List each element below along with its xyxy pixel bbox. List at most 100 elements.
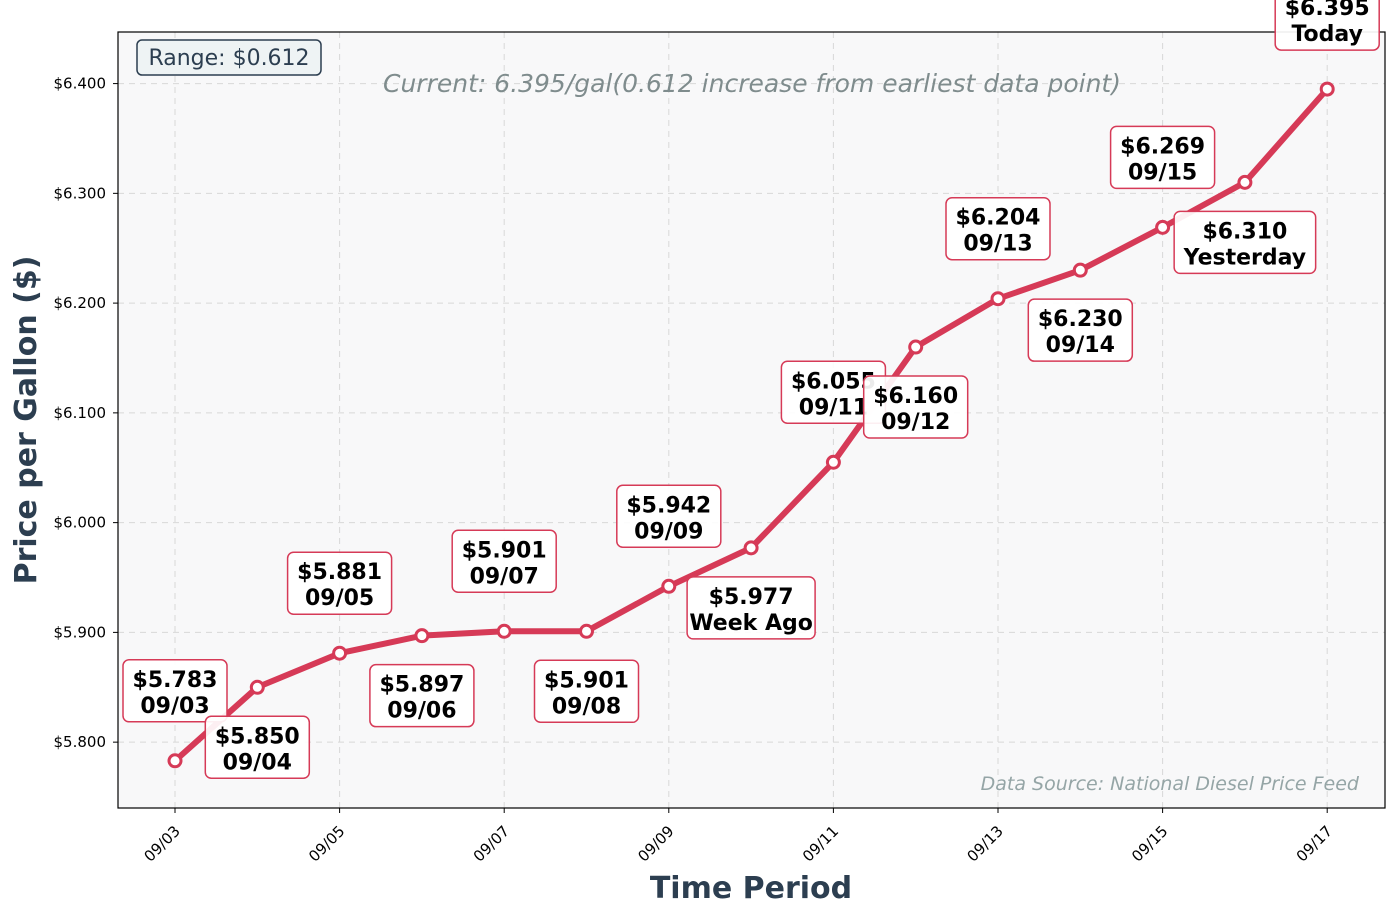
y-axis-title: Price per Gallon ($) <box>9 256 44 585</box>
annotation-price: $6.055 <box>791 369 876 394</box>
range-label: Range: $0.612 <box>148 46 309 71</box>
x-tick-label: 09/05 <box>305 822 348 865</box>
annotation-date: 09/06 <box>387 699 456 724</box>
x-tick-label: 09/09 <box>634 822 677 865</box>
x-tick-label: 09/11 <box>799 822 842 865</box>
data-point <box>1319 81 1335 97</box>
annotation-box <box>286 551 393 615</box>
chart-subtitle: Current: 6.395/gal(0.612 increase from e… <box>383 69 1121 98</box>
data-point <box>661 578 677 594</box>
x-tick-label: 09/15 <box>1128 822 1171 865</box>
annotation-price: $6.310 <box>1202 219 1287 244</box>
data-point <box>1237 174 1253 190</box>
annotation-price: $5.897 <box>379 673 464 698</box>
annotation-box <box>204 715 311 780</box>
annotation-date: 09/15 <box>1128 160 1197 185</box>
annotation-price: $5.942 <box>626 493 711 518</box>
y-tick-label: $5.800 <box>54 733 107 751</box>
annotation-box <box>945 196 1051 261</box>
y-tick-label: $6.400 <box>54 75 107 93</box>
y-tick-label: $6.200 <box>54 294 107 312</box>
annotation-price: $5.850 <box>215 724 300 749</box>
annotation-price: $5.783 <box>133 668 218 693</box>
annotation-price: $6.395 <box>1285 0 1370 21</box>
data-point <box>1072 262 1088 278</box>
annotation-date: Week Ago <box>689 611 813 636</box>
annotation-price: $6.160 <box>873 384 958 409</box>
data-point <box>579 623 594 639</box>
annotation-box <box>862 375 969 439</box>
x-axis-title: Time Period <box>650 871 852 906</box>
annotation-box <box>1173 210 1317 275</box>
range-badge-box <box>136 39 322 76</box>
data-point <box>1155 219 1171 235</box>
annotation-price: $6.269 <box>1120 134 1205 159</box>
annotation-date: 09/09 <box>634 519 703 544</box>
annotation-box <box>686 576 816 640</box>
plot-frame <box>117 31 1386 809</box>
annotation-date: 09/03 <box>140 694 209 719</box>
annotation-price: $5.977 <box>709 585 794 610</box>
annotation-date: 09/08 <box>552 694 621 719</box>
data-point <box>496 623 512 639</box>
annotation-box <box>122 659 228 723</box>
x-tick-label: 09/13 <box>964 822 1007 865</box>
annotation-price: $5.901 <box>544 668 629 693</box>
data-source: Data Source: National Diesel Price Feed <box>981 773 1360 795</box>
y-axis: $5.800 $5.900 $6.000 $6.100 $6.200 $6.300 $6.4… <box>54 75 118 751</box>
annotation-box <box>533 659 640 724</box>
x-axis: 09/03 09/05 09/07 09/09 09/11 09/13 09/15 09/17 <box>141 808 1336 865</box>
annotation-price: $6.230 <box>1038 307 1123 332</box>
annotation-date: 09/12 <box>881 410 950 435</box>
annotation-box <box>1027 298 1134 362</box>
annotation-price: $6.204 <box>956 206 1041 231</box>
annotation-date: 09/07 <box>470 564 539 589</box>
annotation-date: Yesterday <box>1183 245 1306 270</box>
data-point <box>249 679 265 695</box>
data-point <box>332 645 348 661</box>
annotation-box <box>1109 125 1216 190</box>
annotation-box <box>451 529 557 594</box>
x-tick-label: 09/07 <box>470 822 513 865</box>
data-point <box>414 628 430 644</box>
y-tick-label: $6.000 <box>54 514 107 532</box>
annotation-date: 09/05 <box>305 586 374 611</box>
data-point <box>743 540 759 556</box>
annotation-date: 09/13 <box>963 232 1032 257</box>
y-tick-label: $6.300 <box>54 184 107 202</box>
annotation-date: 09/04 <box>223 750 292 775</box>
annotation-date: 09/14 <box>1046 333 1115 358</box>
annotation-date: Today <box>1291 22 1362 47</box>
y-tick-label: $5.900 <box>54 623 107 641</box>
annotation-box <box>616 484 722 549</box>
data-point <box>990 291 1006 307</box>
x-tick-label: 09/17 <box>1293 822 1336 865</box>
data-point <box>825 454 841 470</box>
grid-lines <box>118 32 1385 808</box>
point-annotations: $5.78309/03$5.85009/04$5.88109/05$5.8970… <box>122 0 1380 780</box>
annotation-price: $5.881 <box>297 560 382 585</box>
range-badge: Range: $0.612 <box>136 39 322 76</box>
annotation-box <box>369 663 475 728</box>
series-line <box>167 81 1335 769</box>
annotation-box <box>1274 0 1380 51</box>
y-tick-label: $6.100 <box>54 404 107 422</box>
data-point <box>908 339 924 355</box>
annotation-price: $5.901 <box>462 538 547 563</box>
